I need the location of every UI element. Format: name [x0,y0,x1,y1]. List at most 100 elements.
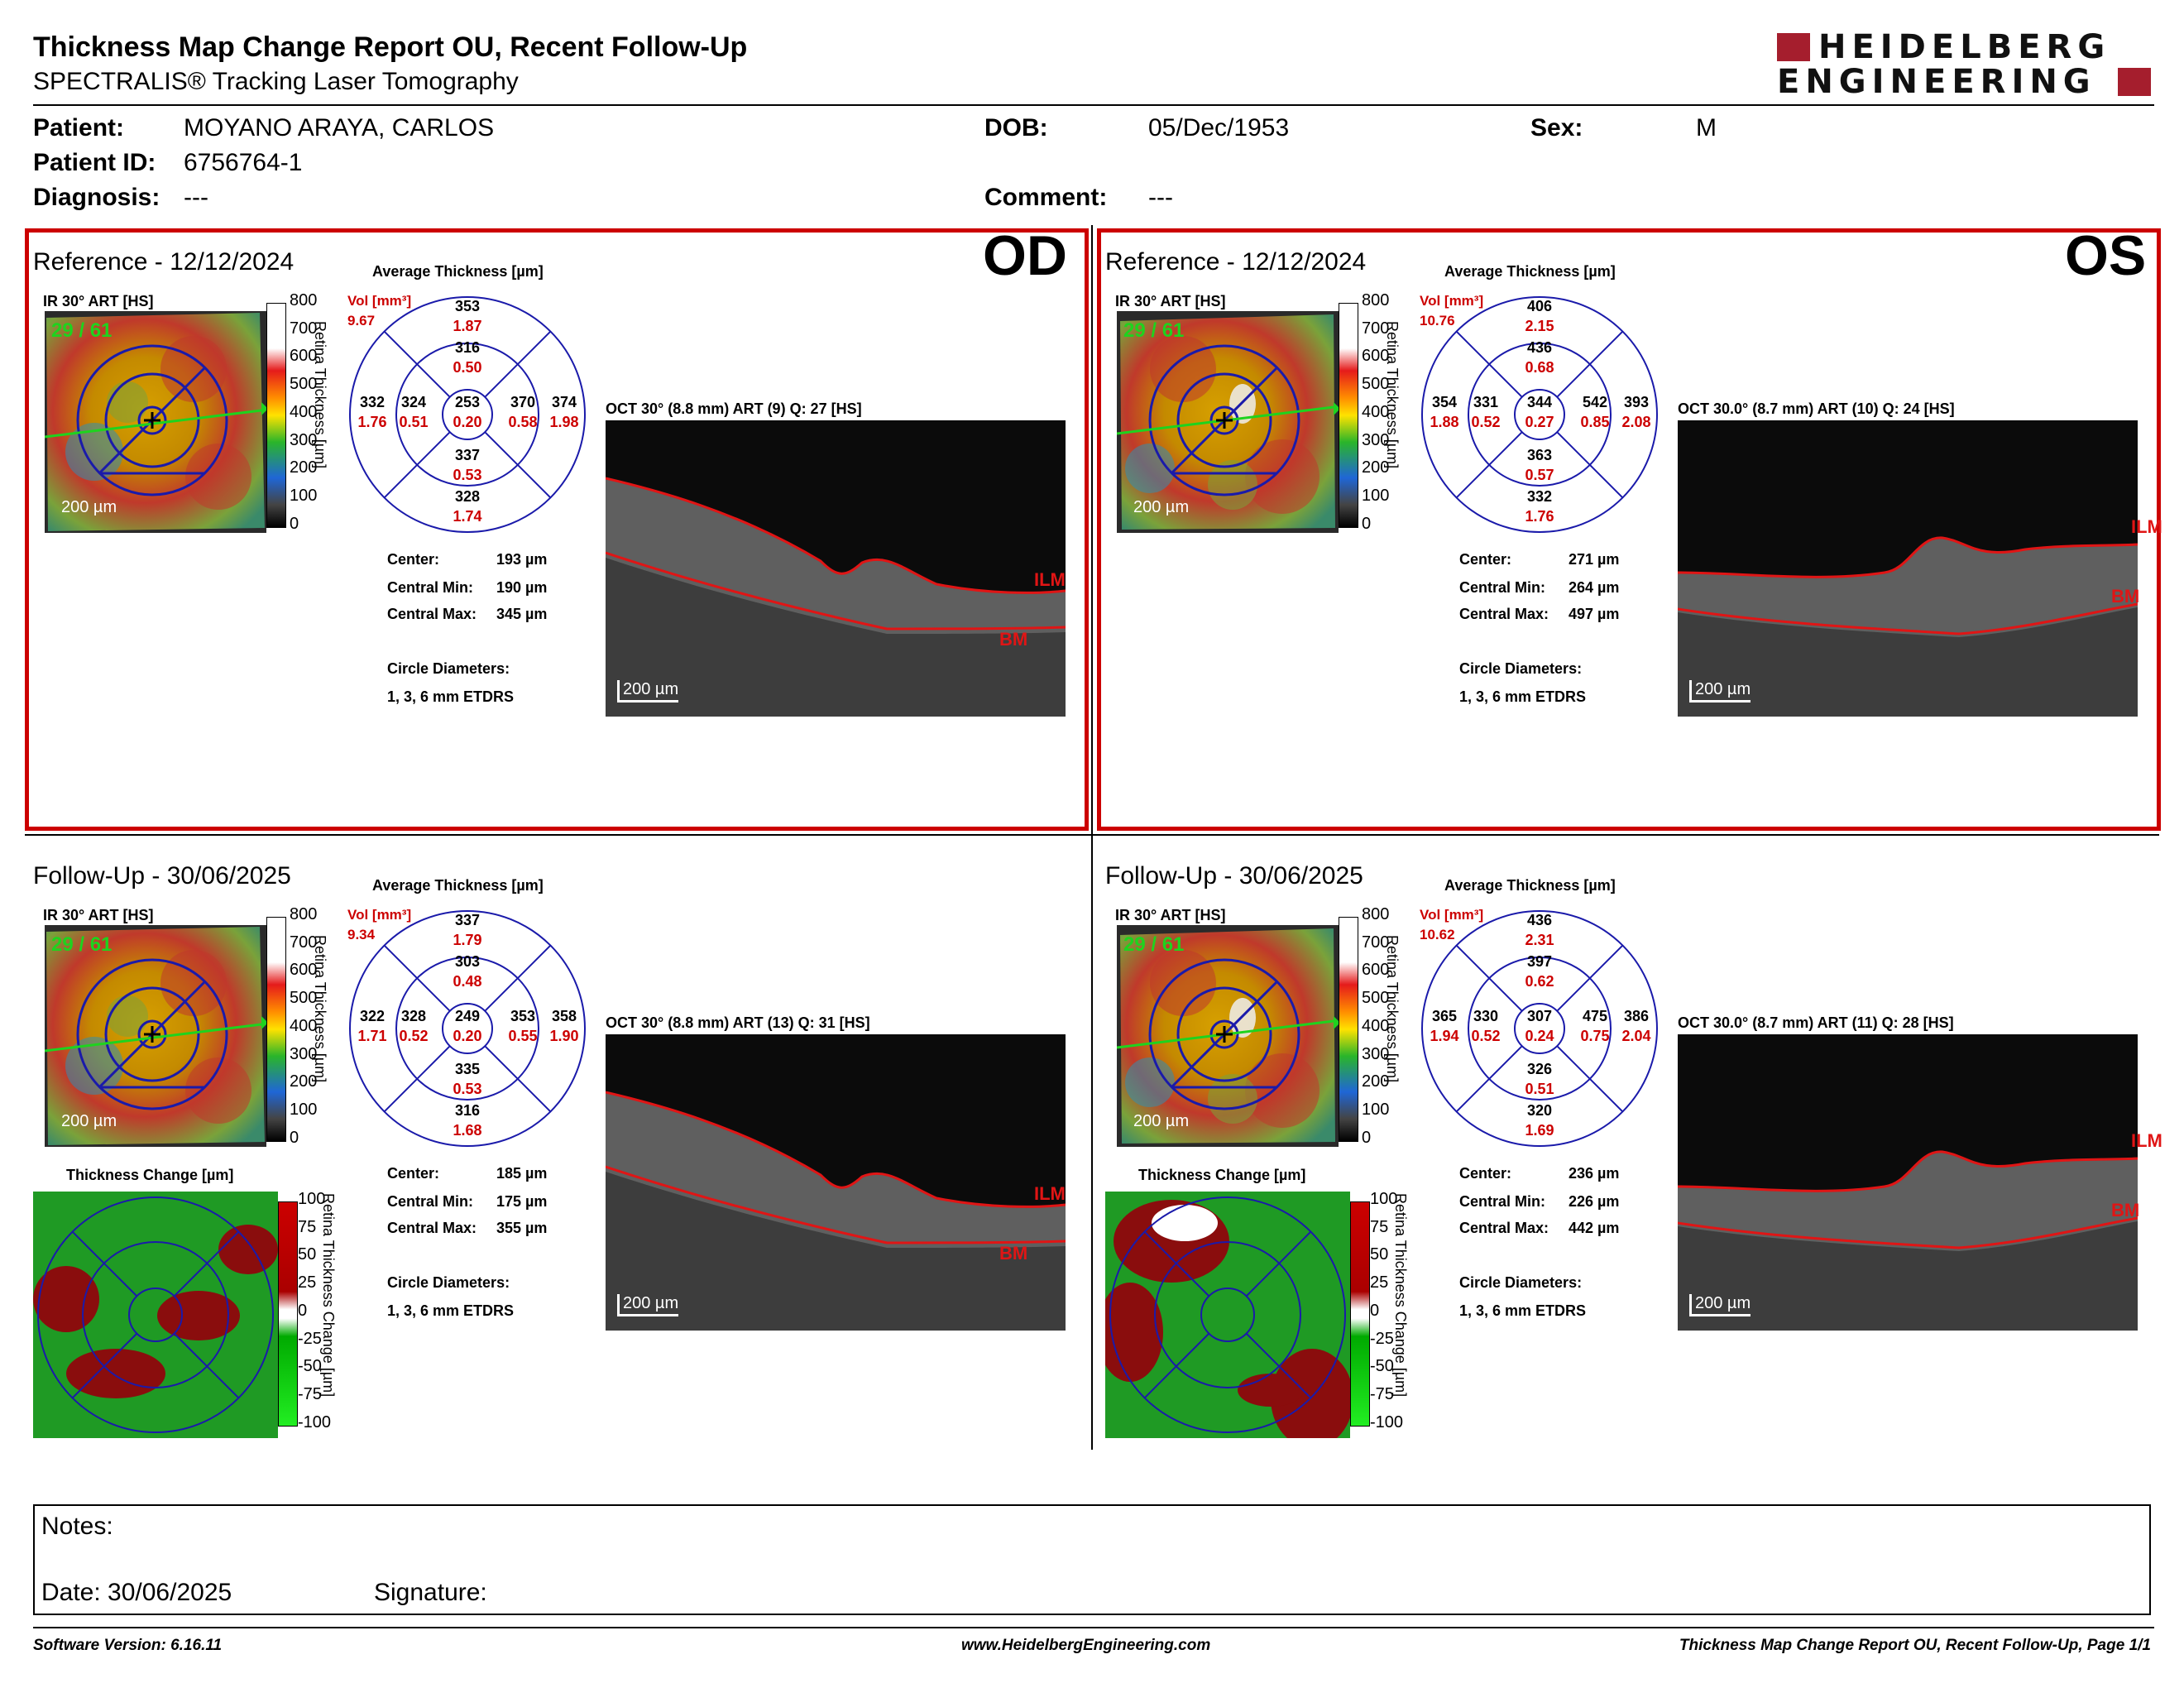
od-ref-etdrs-spoke [383,330,451,398]
od-fu-oct-bscan[interactable] [606,1034,1066,1331]
od-ref-scale-tick: 600 [290,347,318,366]
od-fu-cmax-value: 355 µm [496,1220,548,1236]
od-fu-etdrs-volume-or: 1.90 [549,1028,579,1044]
od-ref-oct-label: OCT 30° (8.8 mm) ART (9) Q: 27 [HS] [606,400,862,417]
os-fu-etdrs-volume-ir: 0.75 [1580,1028,1610,1044]
od-fu-scale-tick: 700 [290,933,318,952]
os-fu-scale-axis-label: Retina Thickness [µm] [1384,935,1401,1083]
os-fu-thickness-change-map[interactable] [1105,1192,1350,1438]
os-fu-ir-thickness-map[interactable] [1117,925,1339,1147]
od-ref-etdrs-thickness-ir: 370 [510,394,536,410]
notes-box[interactable]: Notes: Date: 30/06/2025 Signature: [33,1504,2151,1615]
od-ref-etdrs-volume-ir: 0.58 [508,414,538,430]
os-ref-ir-label: IR 30° ART [HS] [1115,293,1226,309]
os-fu-ir-grid-circle [1148,958,1300,1110]
od-ref-cmax-label: Central Max: [387,606,477,622]
os-ref-etdrs-circle [1421,296,1658,533]
os-fu-cmax-value: 442 µm [1569,1220,1620,1236]
os-ref-etdrs-circle [1514,389,1565,440]
logo-square-top [1777,33,1810,61]
os-fu-change-grid-circle [1109,1196,1346,1433]
od-fu-change-tick: 75 [298,1217,317,1236]
os-fu-oct-scalebar: 200 µm [1689,1294,1751,1316]
os-fu-etdrs-volume-ol: 1.94 [1430,1028,1459,1044]
od-eye-label: OD [983,224,1067,287]
od-fu-scale-tick: 500 [290,989,318,1008]
os-fu-etdrs-thickness-ob: 320 [1526,1102,1553,1119]
od-ref-etdrs-circle [395,343,539,487]
os-fu-frame-counter: 29 / 61 [1123,933,1185,956]
footer-website[interactable]: www.HeidelbergEngineering.com [961,1637,1211,1654]
os-fu-change-label: Thickness Change [µm] [1138,1167,1306,1183]
od-ref-ir-thickness-map[interactable] [45,311,266,533]
od-ref-oct-bscan[interactable] [606,420,1066,717]
os-fu-ir-grid-circle [1209,1019,1239,1049]
os-fu-etdrs-volume-it: 0.62 [1525,973,1554,990]
os-fu-circle-diameters-label: Circle Diameters: [1459,1274,1583,1291]
od-ref-etdrs-thickness-ob: 328 [454,488,481,505]
os-fu-etdrs-thickness-or: 386 [1623,1008,1650,1024]
od-ref-etdrs-volume-it: 0.50 [453,359,482,376]
od-fu-ir-label: IR 30° ART [HS] [43,907,154,923]
od-fu-etdrs-volume-ol: 1.71 [357,1028,387,1044]
os-ref-oct-label: OCT 30.0° (8.7 mm) ART (10) Q: 24 [HS] [1678,400,1955,417]
os-ref-cmin-value: 264 µm [1569,579,1620,596]
od-ref-etdrs-spoke [383,431,451,499]
os-ref-center-label: Center: [1459,551,1512,568]
os-ref-oct-bscan[interactable] [1678,420,2138,717]
od-fu-scale-tick: 0 [290,1128,299,1147]
od-ref-scale-axis-label: Retina Thickness [µm] [312,321,328,469]
os-fu-change-tick: -50 [1370,1357,1394,1376]
os-fu-scale-tick: 700 [1362,933,1390,952]
od-ref-ir-scalebar: 200 µm [61,498,117,516]
os-ref-etdrs-thickness-ol: 354 [1431,394,1458,410]
os-fu-etdrs-circle [1421,910,1658,1147]
os-fu-oct-bscan[interactable] [1678,1034,2138,1331]
od-ref-etdrs-volume-il: 0.51 [399,414,429,430]
diagnosis-label: Diagnosis: [33,184,160,211]
os-ref-circle-diameters-value: 1, 3, 6 mm ETDRS [1459,688,1587,705]
od-fu-etdrs-thickness-ol: 322 [359,1008,386,1024]
od-ref-etdrs-spoke [484,431,552,499]
od-fu-etdrs-thickness-or: 358 [551,1008,577,1024]
os-fu-cmax-label: Central Max: [1459,1220,1549,1236]
od-fu-avg-thickness-label: Average Thickness [µm] [372,877,544,894]
od-ref-scan-arrow-icon [261,402,266,415]
os-fu-center-value: 236 µm [1569,1165,1620,1182]
comment-label: Comment: [984,184,1108,211]
od-ref-etdrs-thickness-c: 253 [454,394,481,410]
comment-value: --- [1148,184,1173,211]
patient-label: Patient: [33,114,125,141]
os-fu-thickness-colorbar [1339,917,1358,1142]
footer-page-info: Thickness Map Change Report OU, Recent F… [1679,1637,2151,1654]
od-fu-ir-thickness-map[interactable] [45,925,266,1147]
od-fu-scale-tick: 200 [290,1072,318,1091]
od-ref-scale-tick: 0 [290,514,299,533]
od-fu-etdrs-thickness-it: 303 [454,953,481,970]
os-ref-etdrs-thickness-ir: 542 [1582,394,1608,410]
os-ref-scale-tick: 500 [1362,375,1390,394]
od-fu-thickness-colorbar [266,917,286,1142]
os-ref-etdrs-thickness-ob: 332 [1526,488,1553,505]
od-fu-etdrs-grid [347,909,587,1149]
od-ref-ir-grid-circle [137,405,167,435]
os-ref-cmax-label: Central Max: [1459,606,1549,622]
od-ref-heat-blotch [107,381,148,423]
od-fu-change-colorbar [278,1201,298,1427]
od-ref-section-title: Reference - 12/12/2024 [33,248,295,276]
os-ref-etdrs-spoke [1455,330,1523,398]
os-ref-scale-tick: 800 [1362,291,1390,309]
od-fu-thickness-change-map[interactable] [33,1192,278,1438]
os-ref-scale-axis-label: Retina Thickness [µm] [1384,321,1401,469]
os-fu-vol-value: 10.62 [1420,927,1455,942]
od-fu-change-tick: 0 [298,1301,308,1320]
od-fu-change-axis-label: Retina Thickness Change [µm] [320,1193,337,1398]
os-ref-etdrs-thickness-ot: 406 [1526,298,1553,314]
os-ref-oct-scalebar: 200 µm [1689,680,1751,703]
os-fu-oct-label: OCT 30.0° (8.7 mm) ART (11) Q: 28 [HS] [1678,1014,1954,1031]
os-ref-etdrs-volume-ot: 2.15 [1525,318,1554,334]
os-ref-ir-thickness-map[interactable] [1117,311,1339,533]
os-fu-change-tick: -25 [1370,1329,1394,1348]
od-fu-scale-tick: 300 [290,1044,318,1063]
os-fu-ilm-line [1678,1150,2138,1192]
